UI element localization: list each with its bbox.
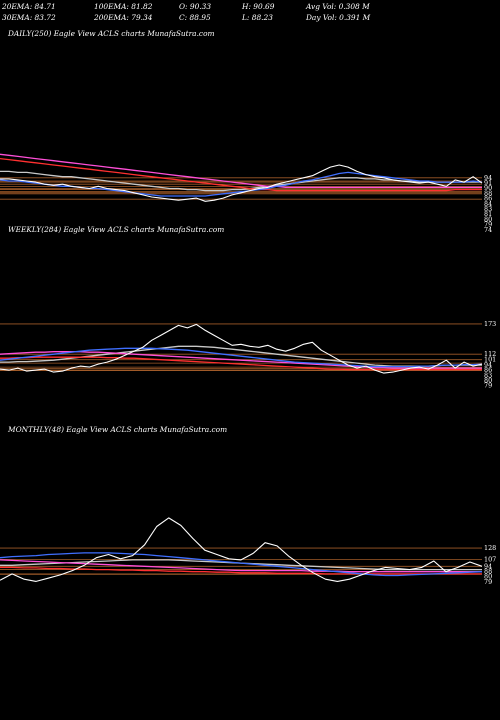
stat-open: O: 90.33 <box>179 2 212 11</box>
weekly-tick-label: 112 <box>484 350 496 358</box>
stat-close: C: 88.95 <box>179 13 211 22</box>
weekly-tick-label: 101 <box>484 356 496 364</box>
stat-avg-vol: Avg Vol: 0.308 M <box>306 2 370 11</box>
weekly-series-price <box>0 323 483 374</box>
stats-header: 20EMA: 84.71 100EMA: 81.82 O: 90.33 H: 9… <box>2 2 498 24</box>
monthly-tick-label: 80 <box>484 573 492 581</box>
stat-day-vol: Day Vol: 0.391 M <box>306 13 371 22</box>
monthly-tick-label: 128 <box>484 544 496 552</box>
daily-tick-label: 88 <box>484 189 492 197</box>
daily-tick-label: 84 <box>484 200 492 208</box>
daily-tick-label: 94 <box>484 174 492 182</box>
weekly-tick-label: 86 <box>484 366 492 374</box>
daily-tick-label: 90 <box>484 184 492 192</box>
chart-area: DAILY(250) Eagle View ACLS charts Munafa… <box>0 29 496 586</box>
monthly-tick-label: 88 <box>484 568 492 576</box>
monthly-series-ema-blue <box>0 552 483 577</box>
monthly-series-ema-red <box>0 566 482 575</box>
monthly-series-ema-grey <box>0 559 482 571</box>
daily-series-price <box>0 164 483 202</box>
daily-series-ema-magenta <box>0 153 482 189</box>
weekly-tick-label: 83 <box>484 371 492 379</box>
daily-tick-label: 86 <box>484 195 492 203</box>
daily-tick-label: 74 <box>484 226 492 234</box>
daily-tick-label: 81 <box>484 210 492 218</box>
weekly-tick-label: 80 <box>484 376 492 384</box>
monthly-tick-label: 79 <box>484 578 492 586</box>
stat-100ema: 100EMA: 81.82 <box>94 2 153 11</box>
weekly-tick-label: 173 <box>484 320 496 328</box>
stat-20ema: 20EMA: 84.71 <box>2 2 56 11</box>
stat-200ema: 200EMA: 79.34 <box>94 13 153 22</box>
weekly-tick-label: 79 <box>484 382 492 390</box>
daily-panel-title: DAILY(250) Eagle View ACLS charts Munafa… <box>7 29 215 38</box>
daily-tick-label: 79 <box>484 221 492 229</box>
daily-tick-label: 91 <box>484 179 492 187</box>
monthly-panel-title: MONTHLY(48) Eagle View ACLS charts Munaf… <box>7 425 227 434</box>
stat-30ema: 30EMA: 83.72 <box>2 13 56 22</box>
weekly-tick-label: 94 <box>484 361 492 369</box>
daily-tick-label: 83 <box>484 205 492 213</box>
monthly-tick-label: 107 <box>484 555 496 563</box>
monthly-series-ema-magenta <box>0 559 482 573</box>
daily-tick-label: 80 <box>484 215 492 223</box>
stat-high: H: 90.69 <box>242 2 275 11</box>
weekly-series-ema-blue <box>0 347 483 368</box>
weekly-panel-title: WEEKLY(284) Eagle View ACLS charts Munaf… <box>8 225 224 234</box>
monthly-series-price <box>0 517 483 582</box>
stat-low: L: 88.23 <box>242 13 273 22</box>
daily-series-ema-red <box>0 157 482 192</box>
monthly-tick-label: 94 <box>484 562 492 570</box>
